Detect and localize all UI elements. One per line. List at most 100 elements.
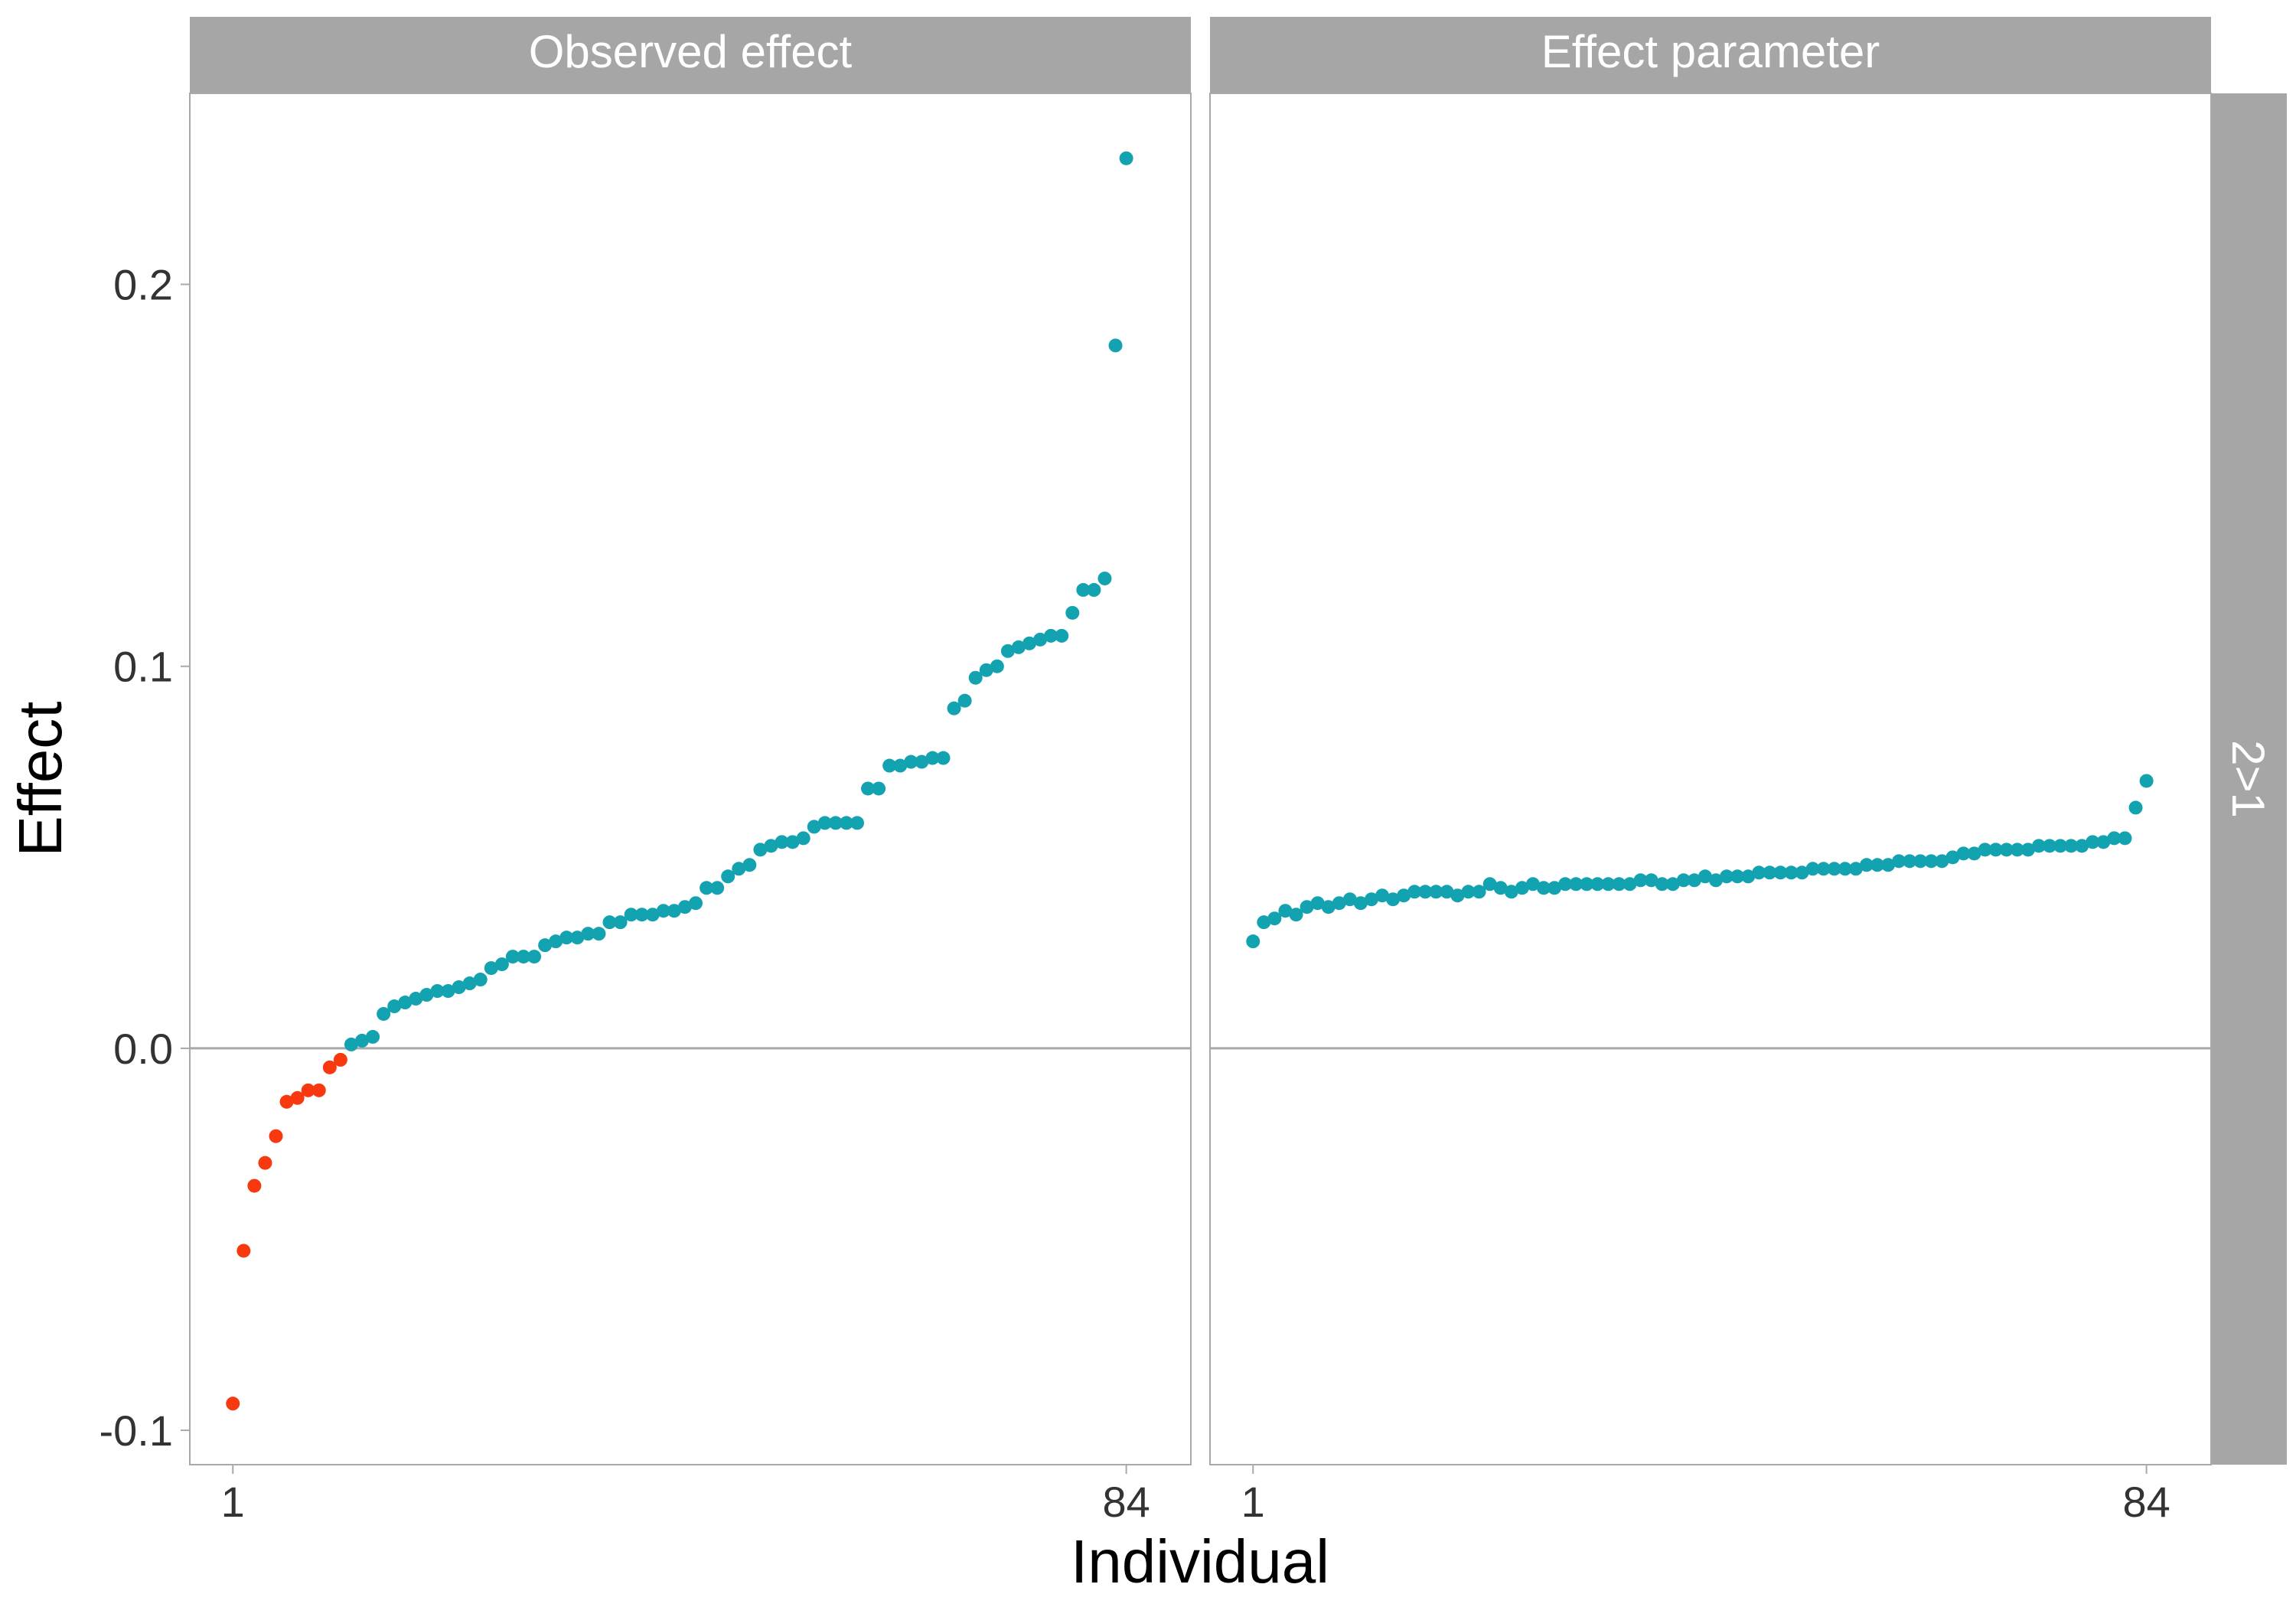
data-point	[700, 881, 714, 895]
data-point	[1257, 915, 1271, 930]
data-point	[2020, 843, 2035, 857]
data-point	[667, 904, 681, 918]
data-point	[1022, 636, 1037, 650]
data-point	[258, 1156, 272, 1170]
data-point	[1988, 843, 2003, 857]
data-point	[1246, 934, 1261, 949]
data-point	[1859, 858, 1874, 872]
data-point	[850, 816, 864, 830]
y-tick-label: 0.2	[113, 261, 173, 309]
data-point	[1289, 908, 1303, 922]
data-point	[807, 820, 821, 834]
data-point	[1076, 582, 1091, 597]
data-point	[538, 938, 553, 953]
x-tick-label: 1	[221, 1478, 245, 1526]
data-point	[1321, 900, 1336, 914]
data-point	[290, 1090, 305, 1105]
data-point	[1332, 896, 1346, 911]
data-point	[1011, 640, 1026, 654]
data-point	[925, 751, 940, 765]
data-point	[441, 984, 455, 999]
data-point	[1720, 869, 1734, 884]
data-point	[559, 931, 574, 945]
data-point	[1310, 896, 1325, 911]
data-point	[1763, 865, 1777, 880]
data-point	[1515, 881, 1529, 895]
data-point	[1967, 846, 1981, 861]
data-point	[1665, 877, 1680, 892]
data-point	[269, 1129, 283, 1143]
data-point	[861, 781, 876, 796]
x-axis-title: Individual	[1071, 1527, 1329, 1596]
data-point	[1816, 862, 1831, 876]
data-point	[753, 843, 768, 857]
y-axis: -0.1 0.0 0.1 0.2	[99, 261, 190, 1455]
data-point	[2043, 839, 2057, 853]
data-point	[247, 1178, 262, 1193]
data-point	[775, 835, 789, 849]
data-point	[1903, 854, 1917, 869]
data-point	[1773, 865, 1788, 880]
data-point	[1375, 888, 1390, 903]
data-point	[732, 862, 746, 876]
x-tick-label: 84	[1102, 1478, 1150, 1526]
data-point	[592, 927, 606, 941]
data-point	[796, 831, 810, 846]
data-point	[570, 931, 585, 945]
data-point	[344, 1037, 358, 1051]
data-point	[817, 816, 832, 830]
data-point	[1397, 888, 1411, 903]
data-point	[1805, 862, 1820, 876]
data-point	[333, 1052, 347, 1067]
strip-title-row: 2>1	[2223, 740, 2274, 818]
data-point	[494, 957, 509, 972]
data-point	[882, 758, 897, 773]
data-point	[1044, 628, 1058, 643]
data-point	[936, 751, 951, 765]
data-point	[1537, 881, 1551, 895]
data-point	[1000, 644, 1015, 658]
data-point	[979, 663, 993, 677]
data-point	[1418, 885, 1433, 899]
data-point	[677, 900, 692, 914]
data-point	[484, 961, 498, 976]
strip-observed-effect	[190, 17, 1191, 93]
data-point	[226, 1397, 240, 1411]
data-point	[1838, 862, 1852, 876]
data-point	[742, 858, 757, 872]
data-point	[1892, 854, 1906, 869]
data-point	[1698, 869, 1712, 884]
data-point	[311, 1083, 326, 1097]
strip-row	[2211, 93, 2287, 1465]
data-point	[947, 701, 961, 715]
data-point	[1482, 877, 1497, 892]
x-axis-effect-parameter: 1 84	[1241, 1465, 2170, 1526]
data-point	[1450, 888, 1465, 903]
data-point	[301, 1083, 315, 1097]
data-point	[2128, 800, 2143, 815]
data-point	[527, 950, 542, 964]
data-point	[1429, 885, 1443, 899]
data-point	[1472, 885, 1486, 899]
data-point	[398, 996, 413, 1010]
data-point	[1087, 582, 1101, 597]
data-point	[872, 781, 886, 796]
data-point	[236, 1244, 251, 1258]
data-point	[2031, 839, 2046, 853]
data-point	[1601, 877, 1616, 892]
data-point	[1881, 858, 1896, 872]
data-point	[1267, 911, 1282, 926]
data-point	[473, 973, 488, 987]
data-point	[1795, 865, 1809, 880]
data-point	[2075, 839, 2089, 853]
data-point	[1827, 862, 1841, 876]
data-point	[1752, 865, 1766, 880]
data-point	[505, 950, 520, 964]
data-point	[1924, 854, 1939, 869]
data-point	[322, 1060, 337, 1074]
data-point	[409, 992, 423, 1006]
data-point	[915, 755, 929, 769]
data-point	[689, 896, 703, 911]
data-point	[968, 670, 983, 685]
data-point	[366, 1029, 380, 1044]
